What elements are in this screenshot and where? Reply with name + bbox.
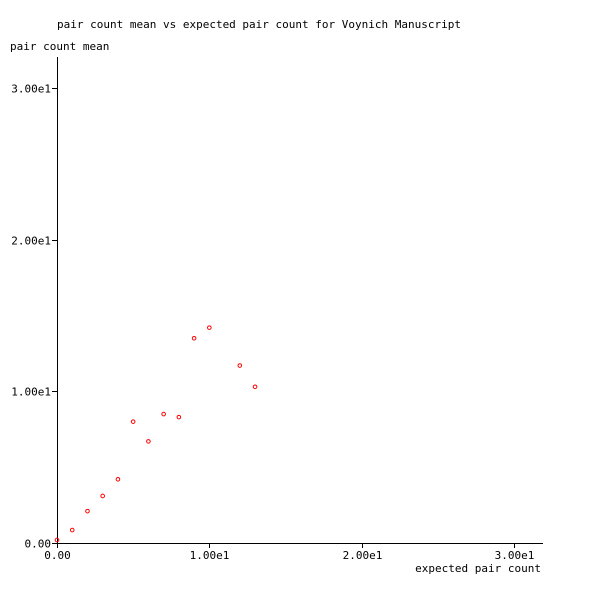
x-axis-ticks: 0.00 1.00e1 2.00e1 3.00e1 [44, 543, 534, 562]
y-axis-label: pair count mean [10, 40, 109, 53]
data-point [130, 419, 136, 424]
x-axis-label: expected pair count [415, 562, 541, 575]
x-tick-label: 0.00 [44, 549, 71, 562]
data-point [161, 411, 166, 417]
y-tick-label: 0.00 [25, 538, 52, 551]
data-point [100, 493, 105, 499]
data-point [69, 527, 75, 533]
data-point [252, 384, 258, 390]
data-point [207, 325, 212, 330]
data-point [191, 335, 197, 341]
data-point [54, 537, 60, 543]
data-point [176, 414, 182, 420]
y-axis-ticks: 0.00 1.00e1 2.00e1 3.00e1 [11, 83, 57, 551]
x-tick-label: 3.00e1 [495, 549, 535, 562]
data-point [85, 508, 90, 514]
y-tick-label: 1.00e1 [11, 386, 51, 399]
data-points [54, 325, 258, 543]
y-tick-label: 2.00e1 [11, 235, 51, 248]
y-tick-label: 3.00e1 [11, 83, 51, 96]
data-point [237, 363, 243, 368]
data-point [115, 477, 121, 482]
x-tick-label: 1.00e1 [190, 549, 230, 562]
data-point [146, 439, 151, 444]
chart-title: pair count mean vs expected pair count f… [57, 18, 461, 31]
x-tick-label: 2.00e1 [343, 549, 383, 562]
